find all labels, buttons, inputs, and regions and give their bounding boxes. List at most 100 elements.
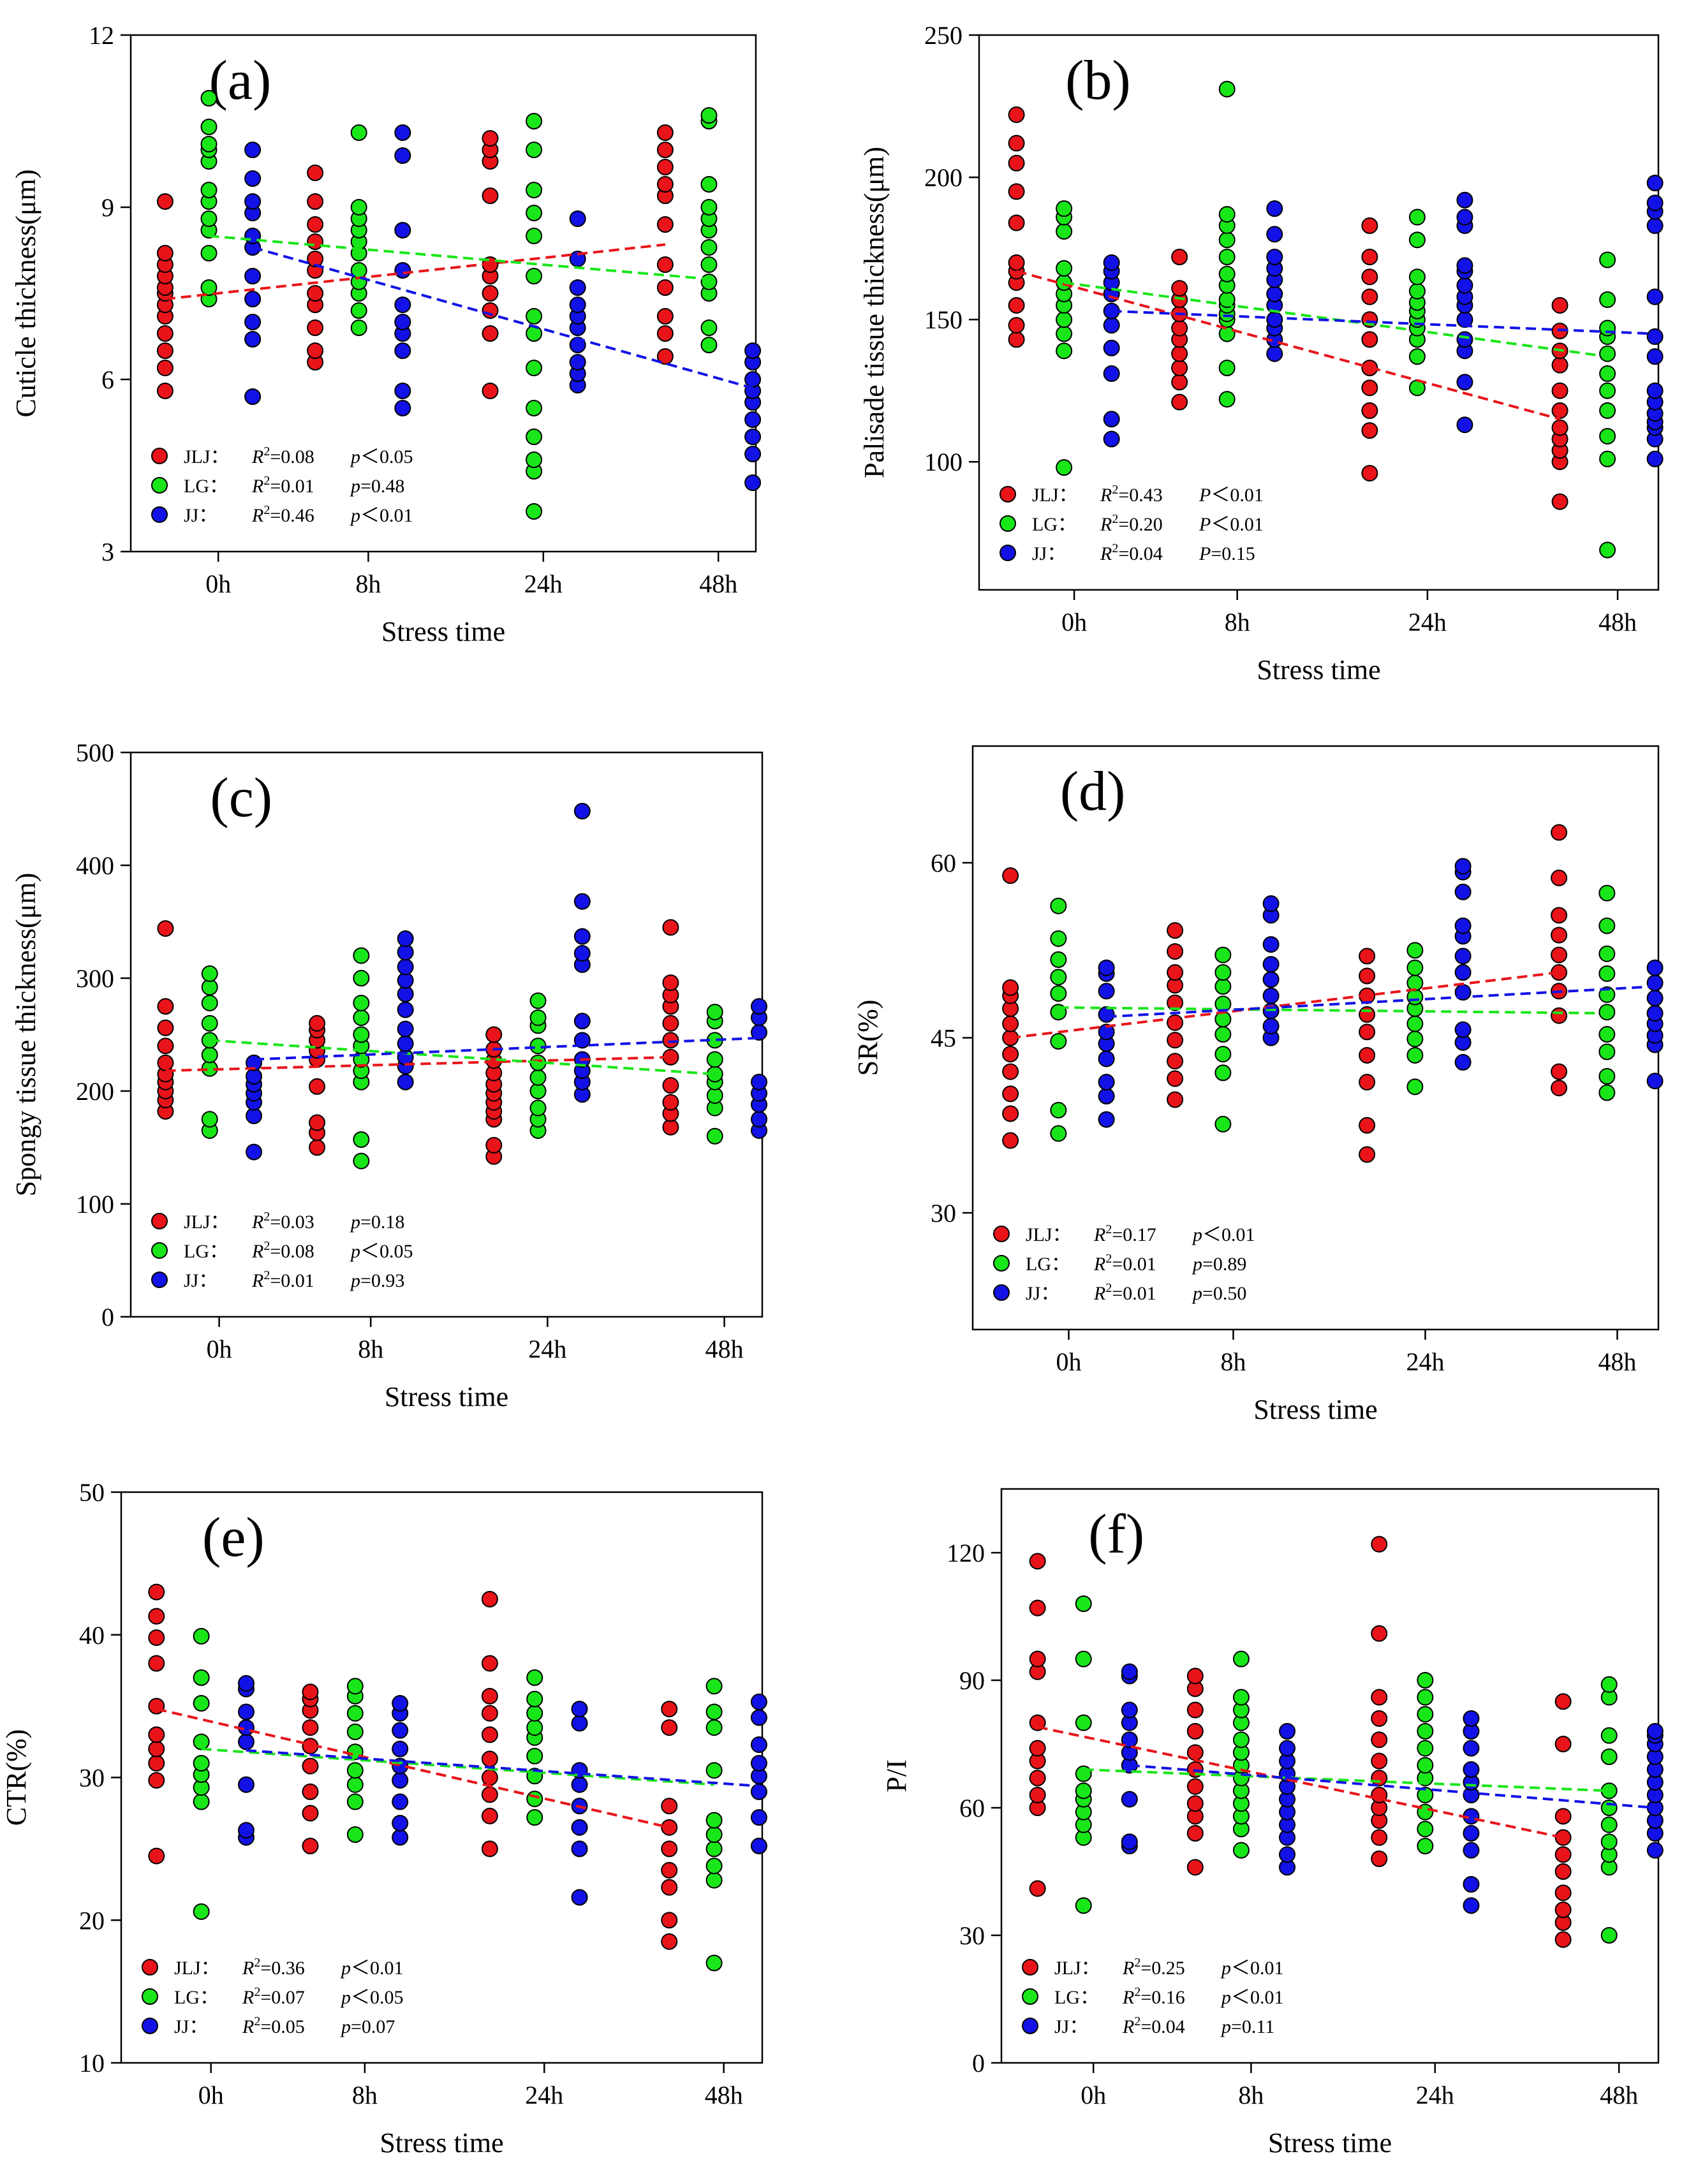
- data-point-lg: [1075, 1595, 1092, 1612]
- data-point-jlj: [656, 142, 674, 158]
- legend-r-squared: R2=0.16: [1122, 1985, 1185, 2008]
- data-point-jj: [573, 1013, 591, 1030]
- data-point-jlj: [482, 302, 499, 319]
- data-point-jlj: [1361, 331, 1378, 348]
- panel-tag: (a): [209, 50, 272, 112]
- data-point-jj: [1098, 1111, 1115, 1128]
- data-point-jlj: [1029, 1599, 1046, 1616]
- data-point-jj: [1262, 936, 1280, 953]
- data-point-jj: [394, 124, 411, 141]
- data-point-lg: [526, 1690, 543, 1708]
- y-tick-label: 45: [931, 1024, 956, 1053]
- data-point-lg: [526, 268, 543, 284]
- y-tick-label: 100: [76, 1190, 114, 1219]
- data-point-jj: [744, 446, 762, 462]
- p-symbol: p: [350, 446, 360, 467]
- data-point-lg: [1075, 1714, 1092, 1731]
- data-point-lg: [1214, 1026, 1232, 1043]
- y-tick-label: 9: [101, 193, 114, 222]
- y-tick-label: 12: [89, 21, 114, 50]
- p-value: =0.18: [360, 1212, 404, 1233]
- p-value: ＜0.01: [1202, 1224, 1255, 1245]
- data-point-jj: [1098, 959, 1115, 976]
- data-point-jlj: [1167, 994, 1184, 1011]
- p-symbol: P: [1199, 485, 1211, 506]
- legend-marker-lg: [1000, 515, 1016, 532]
- y-tick-label: 400: [76, 851, 114, 880]
- data-point-lg: [1599, 365, 1616, 382]
- data-point-jj: [750, 1755, 767, 1772]
- data-point-lg: [1417, 1672, 1434, 1689]
- x-tick-label: 0h: [205, 569, 231, 598]
- data-point-lg: [1599, 541, 1616, 559]
- y-tick-label: 40: [79, 1621, 105, 1650]
- data-point-jlj: [1359, 1023, 1376, 1041]
- data-point-jj: [1454, 858, 1472, 875]
- data-point-lg: [1075, 1765, 1092, 1782]
- data-point-lg: [526, 325, 543, 342]
- data-point-jlj: [1359, 1117, 1376, 1134]
- legend-series-label: JJ：: [1032, 543, 1066, 564]
- data-point-jlj: [1551, 419, 1568, 436]
- data-point-lg: [705, 1703, 723, 1720]
- data-point-jj: [750, 1693, 767, 1710]
- legend-p-value: p=0.18: [350, 1212, 404, 1233]
- data-point-lg: [1056, 223, 1073, 240]
- data-point-jj: [1266, 200, 1283, 217]
- y-tick-label: 150: [924, 305, 963, 334]
- data-point-jj: [744, 342, 762, 359]
- data-point-lg: [705, 1678, 723, 1695]
- data-point-lg: [346, 1678, 364, 1695]
- data-point-jj: [1454, 917, 1472, 934]
- data-point-jj: [1121, 1701, 1138, 1719]
- data-point-lg: [1600, 1816, 1618, 1833]
- data-point-jj: [1103, 317, 1120, 334]
- r2-superscript: 2: [263, 1268, 270, 1282]
- data-point-jlj: [309, 1078, 326, 1095]
- data-point-jj: [1279, 1846, 1296, 1863]
- data-point-jj: [1121, 1833, 1138, 1851]
- data-point-lg: [1056, 342, 1073, 360]
- data-point-jj: [744, 474, 762, 491]
- data-point-jlj: [307, 233, 324, 250]
- data-point-jlj: [656, 279, 674, 296]
- data-point-jlj: [656, 348, 674, 365]
- legend-marker-jj: [151, 1272, 168, 1288]
- data-point-lg: [193, 1793, 210, 1810]
- data-point-jj: [751, 1111, 768, 1128]
- data-point-jj: [394, 297, 411, 313]
- data-point-jj: [1103, 411, 1120, 428]
- p-symbol: p: [340, 2016, 351, 2037]
- legend-p-value: p＜0.05: [350, 446, 413, 467]
- r2-superscript: 2: [1105, 1252, 1112, 1266]
- legend-p-value: p＜0.01: [1220, 1987, 1284, 2008]
- data-point-lg: [1406, 1015, 1424, 1032]
- data-point-jj: [1454, 948, 1472, 965]
- data-point-jj: [244, 170, 262, 187]
- data-point-jlj: [1002, 867, 1019, 884]
- p-symbol: p: [350, 505, 360, 526]
- data-point-lg: [1408, 209, 1426, 226]
- r2-superscript: 2: [1112, 512, 1118, 526]
- data-point-lg: [1232, 1842, 1250, 1859]
- data-point-jj: [1463, 1897, 1480, 1914]
- data-point-jlj: [1186, 1701, 1204, 1719]
- data-point-lg: [526, 429, 543, 445]
- data-point-jlj: [1554, 1808, 1572, 1825]
- data-point-jlj: [661, 1912, 678, 1929]
- chart-panel: 0 30 60 90 120 0h 8h 24h 48h Stress time P/I (f) JLJ…: [881, 1488, 1664, 2158]
- trend-line-jj: [1111, 309, 1655, 335]
- data-point-jlj: [307, 165, 324, 181]
- data-point-jlj: [148, 1740, 165, 1757]
- data-point-jlj: [1359, 1074, 1376, 1091]
- p-value: ＜0.01: [1211, 485, 1264, 506]
- x-tick-label: 0h: [1081, 2081, 1106, 2109]
- data-point-jlj: [1008, 183, 1025, 200]
- p-value: ＜0.01: [360, 505, 413, 526]
- data-point-jlj: [302, 1719, 319, 1736]
- data-point-jj: [397, 1001, 414, 1018]
- data-point-lg: [1417, 1838, 1434, 1854]
- data-point-lg: [526, 1704, 543, 1722]
- r2-symbol: R: [1093, 1224, 1105, 1245]
- data-point-lg: [529, 992, 547, 1009]
